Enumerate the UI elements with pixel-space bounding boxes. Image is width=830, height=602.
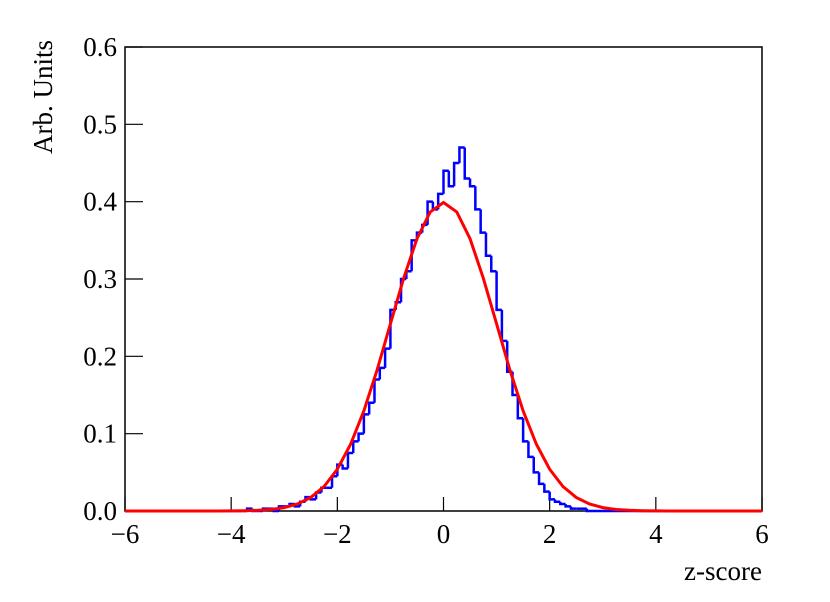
- histogram-bin: [516, 395, 524, 420]
- x-tick-label: 6: [755, 519, 769, 549]
- histogram-bin: [484, 232, 492, 258]
- histogram-bin: [548, 491, 555, 501]
- histogram-bin: [362, 413, 370, 434]
- histogram-bin: [490, 255, 497, 273]
- histogram-bin: [458, 146, 465, 163]
- x-tick-label: 2: [543, 519, 557, 549]
- histogram-bin: [330, 474, 338, 488]
- x-axis-label: z-score: [684, 556, 762, 586]
- plot-frame: [124, 46, 763, 512]
- histogram-bin: [373, 378, 380, 403]
- histogram-bin: [564, 504, 571, 508]
- histogram-bin: [341, 464, 348, 470]
- histogram-bin: [436, 192, 444, 210]
- x-tick-label: −6: [111, 519, 140, 549]
- histogram-bin: [559, 501, 566, 506]
- y-tick-label: 0.1: [83, 419, 117, 449]
- histogram-bin: [383, 347, 391, 368]
- histogram-bin: [442, 169, 449, 194]
- histogram-bin: [468, 178, 476, 188]
- histogram-bin: [537, 472, 545, 486]
- histogram-bin: [500, 309, 508, 343]
- histogram-bin: [543, 483, 550, 493]
- histogram-bin: [378, 366, 386, 380]
- x-tick-label: −2: [323, 519, 352, 549]
- histogram-bin: [474, 186, 481, 211]
- y-axis-label: Arb. Units: [28, 40, 58, 154]
- histogram-bin: [463, 147, 471, 180]
- y-tick-label: 0.3: [83, 264, 117, 294]
- histogram-bin: [495, 271, 502, 312]
- histogram-bin: [367, 401, 375, 415]
- fit-curve: [125, 200, 762, 513]
- histogram-bin: [521, 418, 529, 443]
- x-tick-label: 0: [437, 519, 451, 549]
- y-tick-label: 0.4: [83, 187, 117, 217]
- histogram-bin: [585, 508, 593, 513]
- y-tick-label: 0.0: [83, 496, 117, 526]
- histogram-bin: [569, 506, 577, 510]
- histogram-bin: [447, 170, 455, 188]
- y-tick-label: 0.2: [83, 341, 117, 371]
- y-tick-label: 0.6: [83, 32, 117, 62]
- histogram-bin: [357, 432, 364, 442]
- histogram-bin: [527, 441, 534, 459]
- histogram-bin: [352, 440, 359, 453]
- histogram-bin: [452, 161, 460, 187]
- x-tick-label: −4: [217, 519, 246, 549]
- histogram-bin: [479, 209, 486, 234]
- histogram-bin: [532, 456, 540, 474]
- x-tick-label: 4: [649, 519, 663, 549]
- y-tick-label: 0.5: [83, 109, 117, 139]
- histogram-bin: [553, 499, 561, 503]
- histogram-bin: [346, 451, 354, 469]
